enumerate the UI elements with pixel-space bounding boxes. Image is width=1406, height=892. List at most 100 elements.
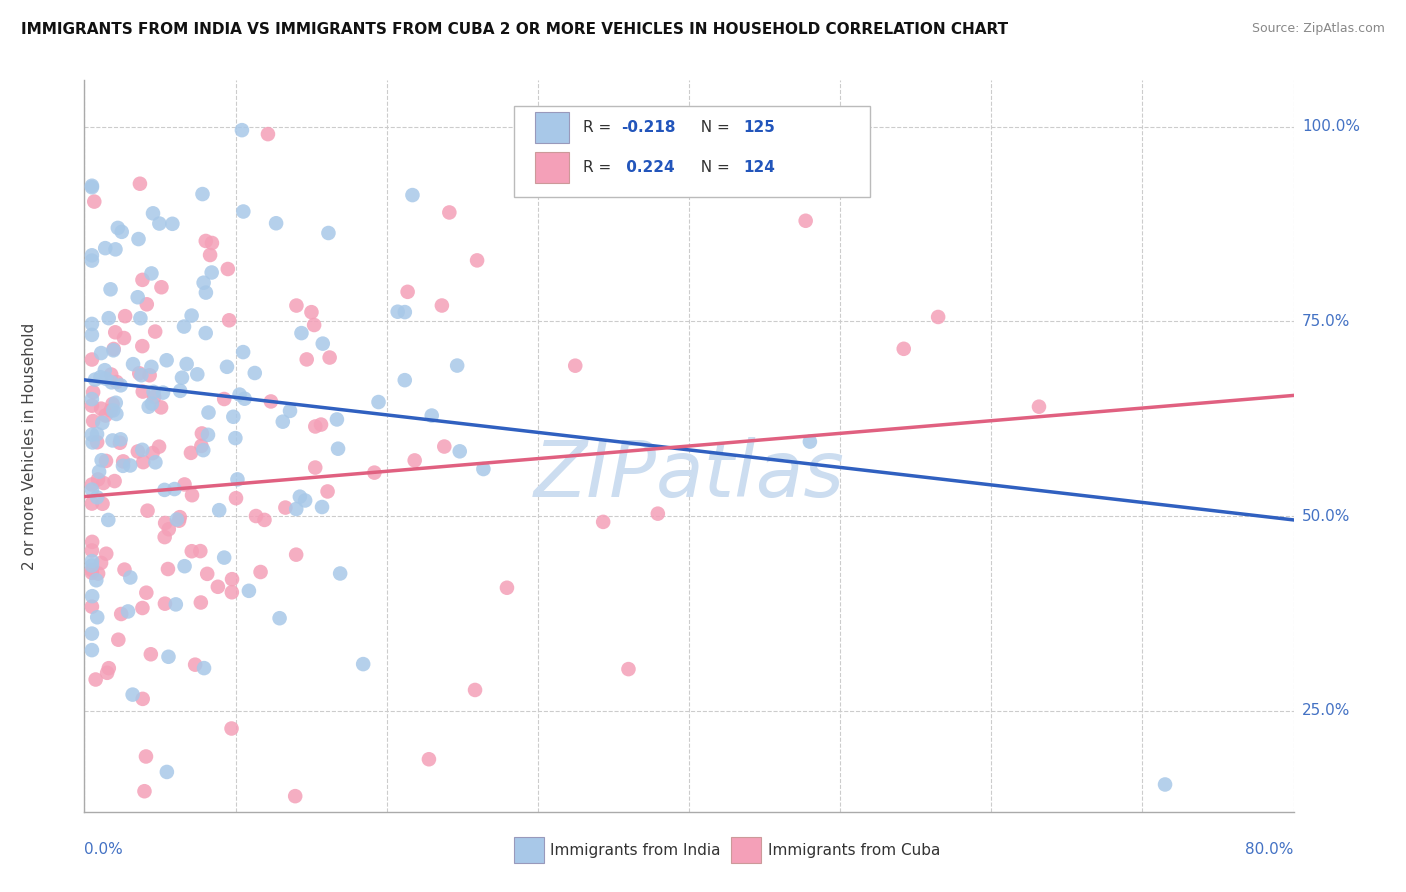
Point [82, 534, 104, 549]
Point [105, 375, 128, 389]
Point [217, 262, 239, 277]
Point [132, 384, 155, 399]
Point [274, 500, 297, 515]
Point [100, 376, 122, 390]
Point [80, 352, 103, 367]
FancyBboxPatch shape [513, 838, 544, 863]
Point [142, 446, 165, 460]
Point [94, 241, 117, 255]
Point [257, 127, 280, 141]
Point [285, 548, 308, 562]
Point [173, 477, 195, 491]
Point [170, 370, 193, 384]
Point [794, 213, 817, 227]
Point [104, 396, 127, 410]
Point [191, 187, 214, 202]
Point [104, 243, 127, 257]
Point [326, 442, 349, 456]
Point [352, 657, 374, 672]
Point [120, 570, 142, 584]
Text: Source: ZipAtlas.com: Source: ZipAtlas.com [1251, 22, 1385, 36]
Point [94, 454, 117, 468]
Point [150, 280, 173, 294]
Point [302, 318, 325, 332]
Point [145, 455, 167, 469]
Point [80, 599, 103, 614]
Point [94, 363, 117, 377]
Point [157, 649, 180, 664]
Point [84, 373, 107, 387]
Point [197, 427, 219, 442]
Point [131, 368, 153, 383]
Point [82, 435, 104, 450]
Point [231, 123, 253, 137]
Point [80, 180, 103, 194]
Point [312, 336, 335, 351]
Point [131, 442, 153, 457]
Point [224, 431, 246, 445]
Point [91, 416, 114, 430]
Point [243, 366, 266, 380]
Point [228, 387, 250, 401]
Point [96, 547, 118, 561]
Point [128, 232, 150, 246]
Point [156, 353, 179, 368]
Point [201, 266, 224, 280]
Point [127, 290, 149, 304]
Point [288, 490, 311, 504]
Point [121, 688, 143, 702]
Point [131, 691, 153, 706]
Point [111, 458, 134, 473]
Point [290, 326, 312, 340]
Point [153, 483, 176, 497]
Point [138, 368, 160, 383]
Point [647, 507, 669, 521]
Point [156, 764, 179, 779]
Text: N =: N = [692, 120, 735, 136]
Point [100, 403, 122, 417]
Point [141, 267, 163, 281]
Point [893, 342, 915, 356]
Point [107, 632, 129, 647]
Point [186, 368, 208, 382]
Text: Immigrants from India: Immigrants from India [550, 843, 720, 858]
Point [80, 566, 103, 580]
Point [86, 427, 108, 442]
Point [253, 513, 276, 527]
FancyBboxPatch shape [513, 106, 870, 197]
Point [465, 253, 488, 268]
Point [1154, 777, 1177, 791]
Point [80, 563, 103, 577]
Point [363, 466, 385, 480]
Point [101, 434, 124, 448]
Point [173, 319, 195, 334]
Point [97, 661, 120, 675]
Point [134, 784, 156, 798]
Point [110, 433, 132, 447]
Point [107, 220, 129, 235]
Point [80, 558, 103, 573]
Point [135, 585, 157, 599]
Point [132, 455, 155, 469]
Point [201, 235, 224, 250]
Point [318, 351, 340, 365]
Point [93, 475, 115, 490]
Point [420, 409, 443, 423]
Point [90, 556, 112, 570]
Point [221, 585, 243, 599]
Point [197, 405, 219, 419]
Point [472, 462, 495, 476]
Point [208, 503, 231, 517]
Point [96, 665, 118, 680]
Point [245, 509, 267, 524]
Point [212, 392, 235, 406]
Point [80, 497, 103, 511]
Point [152, 385, 174, 400]
Point [181, 488, 204, 502]
Point [128, 366, 150, 380]
Point [446, 359, 468, 373]
Point [141, 396, 163, 410]
Point [86, 610, 108, 624]
Point [232, 204, 254, 219]
Point [184, 657, 207, 672]
